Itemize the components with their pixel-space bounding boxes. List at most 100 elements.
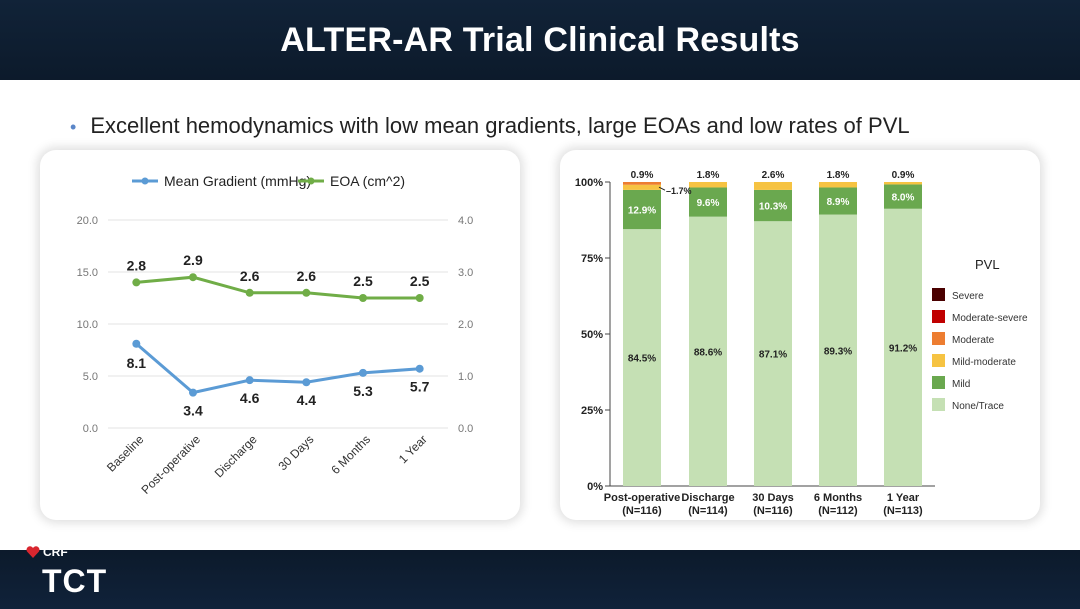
x-category-label: Post-operative (139, 432, 204, 497)
bar-segment-none-trace (623, 229, 661, 486)
series-line-1 (136, 275, 420, 300)
data-label: 2.5 (410, 273, 430, 289)
data-label: 2.8 (127, 257, 147, 273)
bar-segment-mild (754, 189, 792, 222)
data-label: 4.6 (240, 390, 260, 406)
right-tick-label: 2.0 (458, 319, 473, 331)
legend-label: None/Trace (952, 401, 1004, 412)
x-category-label: 6 Months (328, 432, 373, 477)
pvl-stacked-bar-chart: 0% 25% 50% 75% 100% 84.5% 12.9% 0.9% Post-operat… (575, 170, 1028, 517)
legend-label: Moderate-severe (952, 313, 1028, 324)
slide-title: ALTER-AR Trial Clinical Results (280, 20, 800, 59)
legend-label: Mild (952, 379, 970, 390)
data-label: 5.7 (410, 379, 430, 395)
x-category-label: 30 Days (752, 492, 794, 504)
right-tick-label: 0.0 (458, 423, 473, 435)
data-label: 2.6 (297, 268, 317, 284)
bar-segment-mild (884, 184, 922, 209)
title-bar: ALTER-AR Trial Clinical Results (0, 0, 1080, 80)
bar-top-label: 2.6% (762, 170, 785, 181)
legend-marker (307, 177, 315, 185)
bar-segment-mild-moderate (689, 182, 727, 188)
left-tick-label: 15.0 (77, 267, 98, 279)
legend-marker (141, 177, 149, 185)
x-category-n: (N=116) (753, 505, 793, 517)
bullet-text: Excellent hemodynamics with low mean gra… (90, 113, 910, 138)
data-point (359, 294, 367, 302)
bar-segment-mild-moderate (754, 182, 792, 190)
right-tick-label: 3.0 (458, 267, 473, 279)
y-tick-label: 100% (575, 177, 603, 189)
left-tick-label: 5.0 (83, 371, 98, 383)
data-label: 4.4 (297, 392, 317, 408)
legend-title: PVL (975, 257, 1000, 272)
bar-segment-label: 91.2% (889, 343, 917, 354)
legend-swatch (932, 332, 945, 345)
data-point (245, 288, 254, 297)
data-label: 3.4 (183, 403, 203, 419)
data-label: 5.3 (353, 383, 373, 399)
bar-top-label: 1.8% (697, 170, 720, 181)
x-category-label: 30 Days (275, 432, 316, 473)
legend-label: Severe (952, 291, 984, 302)
bar-segment-label: 12.9% (628, 206, 656, 217)
data-point (302, 288, 311, 297)
data-label: 2.5 (353, 273, 373, 289)
bar-segment-mild-moderate (819, 182, 857, 188)
x-category-n: (N=113) (883, 505, 923, 517)
legend-label: Mild-moderate (952, 357, 1016, 368)
legend-swatch (932, 376, 945, 389)
bar-segment-label: 89.3% (824, 346, 852, 357)
legend-label: Moderate (952, 335, 995, 346)
legend-swatch (932, 288, 945, 301)
pvl-chart-panel: 0% 25% 50% 75% 100% 84.5% 12.9% 0.9% Post-operat… (560, 150, 1040, 520)
x-category-label: 1 Year (887, 492, 920, 504)
data-point (132, 278, 141, 287)
bar-segment-label: 8.9% (827, 197, 850, 208)
bar-segment-moderate (623, 182, 661, 185)
bar-segment-none-trace (819, 214, 857, 486)
legend-label: Mean Gradient (mmHg) (164, 173, 311, 189)
bar-segment-mild-moderate (884, 182, 922, 185)
data-label: 2.6 (240, 268, 260, 284)
bar-segment-mild (689, 187, 727, 217)
hemodynamics-line-chart: 0.0 5.0 10.0 15.0 20.0 0.0 1.0 2.0 3.0 4.0 Baselin… (77, 173, 474, 497)
x-category-label: 1 Year (396, 432, 430, 466)
data-point (302, 378, 311, 387)
bar-segment-none-trace (689, 216, 727, 486)
bullet-icon: • (70, 117, 77, 137)
legend-swatch (932, 310, 945, 323)
legend-label: EOA (cm^2) (330, 173, 405, 189)
data-point (415, 364, 424, 373)
left-tick-label: 20.0 (77, 215, 98, 227)
bar-segment-mild (623, 189, 661, 230)
bar-segment-label: 87.1% (759, 350, 787, 361)
bar-top-label: 0.9% (631, 170, 654, 181)
bar-top-label: 1.8% (827, 170, 850, 181)
x-category-n: (N=112) (818, 505, 858, 517)
data-point (415, 294, 424, 302)
right-tick-label: 1.0 (458, 371, 473, 383)
x-category-label: Baseline (104, 432, 147, 475)
data-point (189, 388, 197, 397)
data-label: 8.1 (127, 355, 147, 371)
right-tick-label: 4.0 (458, 215, 473, 227)
bar-segment-none-trace (754, 221, 792, 486)
data-point (132, 339, 141, 348)
y-tick-label: 0% (587, 481, 603, 493)
callout-label: –1.7% (666, 186, 692, 196)
bar-segment-label: 88.6% (694, 347, 722, 358)
left-tick-label: 0.0 (83, 423, 98, 435)
data-point (359, 368, 367, 377)
x-category-label: Discharge (212, 432, 260, 480)
y-tick-label: 50% (581, 329, 603, 341)
bar-segment-label: 84.5% (628, 354, 656, 365)
crf-logo: CRF (26, 545, 68, 559)
data-label: 2.9 (183, 252, 203, 268)
left-tick-label: 10.0 (77, 319, 98, 331)
x-category-label: 6 Months (814, 492, 862, 504)
bar-segment-label: 9.6% (697, 198, 720, 209)
bar-segment-none-trace (884, 208, 922, 486)
x-category-n: (N=116) (622, 505, 662, 517)
legend-swatch (932, 354, 945, 367)
